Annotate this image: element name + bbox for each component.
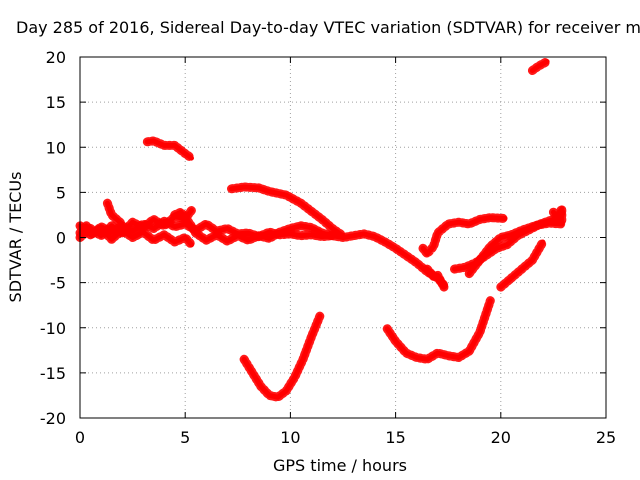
y-tick-label: 0 [56, 229, 66, 248]
axis-ticks [79, 56, 607, 419]
series-trace-markers [382, 296, 495, 364]
x-tick-label: 10 [280, 428, 300, 447]
series-trace-markers [418, 213, 510, 259]
x-tick-label: 15 [385, 428, 405, 447]
y-tick-label: 20 [46, 48, 66, 67]
series-trace-markers [227, 182, 348, 241]
y-tick-label: -5 [50, 274, 66, 293]
series-trace-markers [170, 207, 337, 246]
series-trace-markers [239, 311, 325, 402]
chart-title: Day 285 of 2016, Sidereal Day-to-day VTE… [16, 18, 640, 37]
y-tick-label: -10 [40, 319, 66, 338]
series-layer [75, 57, 567, 402]
y-axis-label: SDTVAR / TECUs [6, 172, 25, 303]
y-tick-label: -20 [40, 409, 66, 428]
x-axis-label: GPS time / hours [273, 456, 407, 475]
y-tick-labels: -20 -15 -10 -5 0 5 10 15 20 [40, 48, 66, 428]
x-tick-labels: 0 5 10 15 20 25 [75, 428, 616, 447]
x-tick-label: 25 [596, 428, 616, 447]
series-trace-markers [548, 204, 567, 228]
x-tick-label: 20 [491, 428, 511, 447]
y-tick-label: 5 [56, 183, 66, 202]
y-tick-label: 10 [46, 138, 66, 157]
series-trace-markers [527, 57, 552, 75]
x-tick-label: 5 [180, 428, 190, 447]
series-trace-markers [464, 207, 567, 279]
y-tick-label: 15 [46, 93, 66, 112]
x-tick-label: 0 [75, 428, 85, 447]
series-trace-markers [422, 264, 449, 292]
series-trace-markers [102, 198, 127, 229]
series-trace-markers [142, 136, 196, 163]
series-trace-markers [496, 237, 548, 292]
y-tick-label: -15 [40, 364, 66, 383]
